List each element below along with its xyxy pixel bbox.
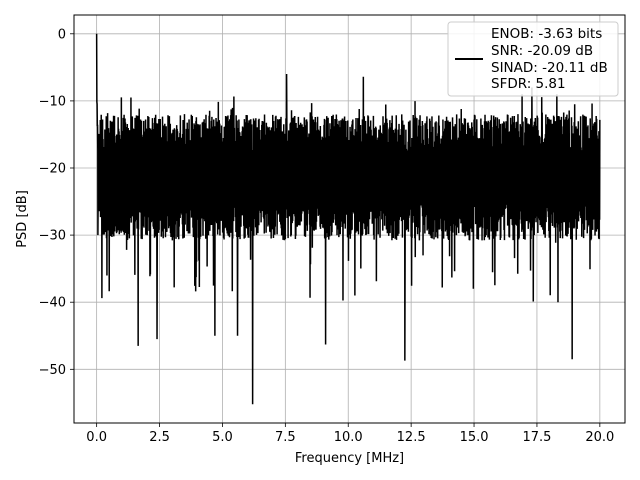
legend-entry-enob: ENOB: -3.63 bits [491, 26, 602, 42]
legend-entry-snr: SNR: -20.09 dB [491, 43, 593, 59]
x-tick-label: 15.0 [460, 430, 489, 445]
x-tick-label: 20.0 [585, 430, 614, 445]
legend-box [447, 21, 619, 97]
y-tick-label: 0 [58, 27, 66, 42]
x-tick-label: 2.5 [149, 430, 170, 445]
psd-series-line [95, 33, 601, 405]
y-axis-label: PSD [dB] [15, 190, 30, 248]
legend-entry-sinad: SINAD: -20.11 dB [491, 60, 608, 76]
x-tick-label: 5.0 [212, 430, 233, 445]
plot-frame [73, 14, 626, 424]
psd-trace [95, 33, 601, 405]
legend: ENOB: -3.63 bits SNR: -20.09 dB SINAD: -… [447, 21, 619, 97]
x-tick-label: 10.0 [334, 430, 363, 445]
x-tick-label: 12.5 [397, 430, 426, 445]
x-tick-label: 7.5 [275, 430, 296, 445]
y-tick-label: −20 [39, 162, 66, 177]
legend-entry-sfdr: SFDR: 5.81 [491, 76, 566, 92]
y-tick-label: −10 [39, 94, 66, 109]
y-tick-label: −50 [39, 363, 66, 378]
y-tick-label: −40 [39, 296, 66, 311]
y-tick-label: −30 [39, 229, 66, 244]
x-axis-label: Frequency [MHz] [295, 451, 404, 466]
x-tick-label: 17.5 [522, 430, 551, 445]
y-axis-ticks: 0 −10 −20 −30 −40 −50 [39, 27, 74, 378]
x-axis-ticks: 0.0 2.5 5.0 7.5 10.0 12.5 15.0 17.5 20.0 [86, 423, 614, 445]
x-tick-label: 0.0 [86, 430, 107, 445]
